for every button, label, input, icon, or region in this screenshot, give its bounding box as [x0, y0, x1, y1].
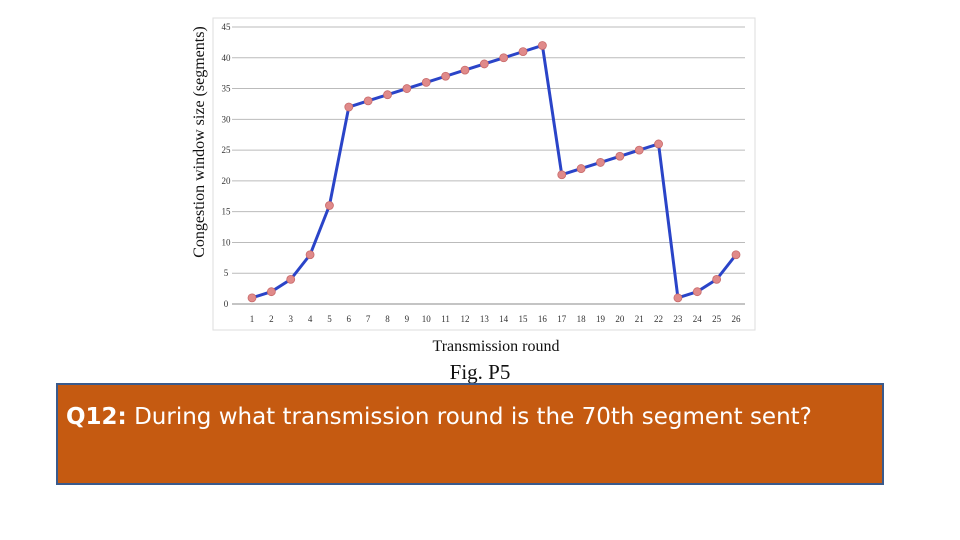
x-tick-label: 11 — [441, 314, 450, 324]
x-tick-label: 2 — [269, 314, 274, 324]
y-tick-label: 15 — [222, 207, 232, 217]
data-point — [673, 293, 683, 303]
x-axis-title: Transmission round — [433, 338, 560, 355]
x-tick-label: 6 — [347, 314, 352, 324]
data-point — [576, 164, 586, 173]
data-point — [383, 90, 392, 100]
data-point — [712, 274, 722, 284]
y-tick-labels: 0 5 10 15 20 25 30 35 40 45 — [222, 22, 232, 309]
x-tick-label: 16 — [538, 314, 548, 324]
data-points — [247, 41, 741, 303]
data-point — [692, 287, 702, 297]
y-tick-label: 0 — [224, 299, 229, 309]
y-axis-title: Congestion window size (segments) — [191, 26, 208, 258]
x-tick-label: 13 — [480, 314, 490, 324]
y-tick-label: 40 — [222, 53, 232, 63]
x-tick-label: 9 — [405, 314, 410, 324]
x-tick-label: 19 — [596, 314, 606, 324]
data-point — [305, 250, 315, 260]
x-tick-label: 15 — [519, 314, 529, 324]
y-tick-label: 45 — [222, 22, 232, 32]
data-point — [325, 201, 334, 210]
data-point — [286, 274, 296, 284]
x-tick-label: 23 — [673, 314, 683, 324]
data-point — [499, 53, 509, 63]
y-tick-label: 10 — [222, 237, 232, 247]
data-point — [596, 158, 605, 167]
y-tick-label: 5 — [224, 268, 229, 278]
data-point — [538, 41, 547, 50]
y-tick-label: 25 — [222, 145, 232, 155]
data-point — [479, 59, 489, 69]
y-tick-label: 30 — [222, 114, 232, 124]
x-tick-label: 1 — [250, 314, 255, 324]
x-tick-label: 17 — [557, 314, 567, 324]
data-point — [654, 139, 663, 149]
x-tick-label: 10 — [422, 314, 432, 324]
x-tick-label: 7 — [366, 314, 371, 324]
y-tick-label: 20 — [222, 176, 232, 186]
data-point — [344, 102, 354, 112]
data-point — [557, 170, 567, 180]
data-point — [441, 71, 451, 81]
data-point — [247, 293, 257, 303]
x-tick-label: 25 — [712, 314, 722, 324]
question-text: During what transmission round is the 70… — [126, 404, 812, 430]
plot-area-frame — [212, 17, 756, 331]
x-tick-label: 26 — [732, 314, 742, 324]
x-tick-label: 5 — [327, 314, 332, 324]
data-point — [634, 145, 644, 155]
x-tick-label: 24 — [693, 314, 703, 324]
data-point — [460, 65, 470, 75]
x-tick-label: 14 — [499, 314, 509, 324]
data-point — [518, 47, 528, 57]
data-point — [266, 287, 276, 297]
x-tick-label: 3 — [288, 314, 293, 324]
data-point — [363, 96, 373, 106]
x-tick-label: 18 — [577, 314, 587, 324]
data-point — [421, 78, 431, 87]
x-tick-label: 12 — [460, 314, 469, 324]
question-box: Q12: During what transmission round is t… — [56, 383, 884, 485]
y-tick-label: 35 — [222, 84, 232, 94]
data-point — [402, 84, 412, 93]
data-point — [731, 250, 741, 260]
x-tick-labels: 1 2 3 4 5 6 7 8 9 10 11 12 13 14 15 16 17 18 19 20 21 22 23 24 2… — [250, 314, 741, 324]
x-tick-label: 4 — [308, 314, 313, 324]
data-point — [615, 151, 625, 161]
x-tick-label: 20 — [615, 314, 625, 324]
x-tick-label: 8 — [385, 314, 390, 324]
x-tick-label: 22 — [654, 314, 663, 324]
x-tick-label: 21 — [635, 314, 644, 324]
figure-caption: Fig. P5 — [449, 360, 511, 384]
question-label: Q12: — [66, 404, 127, 430]
